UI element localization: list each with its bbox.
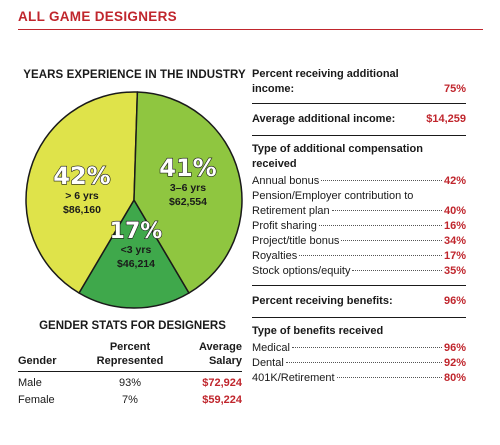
list-item: Dental 92%	[252, 356, 466, 371]
percent-cell: 93%	[118, 377, 142, 389]
slice-category-label: <3 yrs	[121, 244, 152, 256]
gender-cell: Female	[18, 394, 55, 406]
benefits-heading: Type of benefits received	[252, 325, 384, 337]
dot-leader	[352, 270, 442, 271]
item-value: 35%	[443, 265, 466, 277]
item-value: 40%	[443, 205, 466, 217]
compensation-panel: Percent receiving additional income: 75%…	[252, 64, 466, 392]
item-label: Stock options/equity	[252, 265, 351, 277]
dot-leader	[336, 377, 442, 378]
slice-category-label: 3–6 yrs	[170, 182, 206, 194]
list-item: Annual bonus 42%	[252, 174, 466, 189]
table-row: Female 7% $59,224	[18, 389, 242, 406]
item-label: Royalties	[252, 250, 298, 262]
salary-col-header: Average Salary	[198, 341, 242, 367]
pie-slice	[78, 199, 190, 309]
dot-leader	[341, 240, 442, 241]
slice-label-group: 41%3–6 yrs $62,554	[159, 153, 218, 208]
slice-salary-label: $86,160	[63, 204, 101, 216]
item-value: 42%	[443, 175, 466, 187]
experience-pie-chart: 42%> 6 yrs $86,160 41%3–6 yrs $62,554 17%<3 …	[25, 91, 243, 309]
slice-label-group: 17%<3 yrs $46,214	[109, 218, 163, 270]
average-income-section: Average additional income: $14,259	[252, 104, 466, 136]
item-value: 96%	[443, 342, 466, 354]
list-item: Royalties 17%	[252, 249, 466, 264]
dot-leader	[331, 210, 442, 211]
item-value: 92%	[443, 357, 466, 369]
item-label: Annual bonus	[252, 175, 320, 187]
pension-label-line: Pension/Employer contribution to	[252, 190, 414, 202]
benefits-percent-value: 96%	[443, 295, 466, 307]
percent-col-header: Percent Represented	[96, 341, 164, 367]
page-title: ALL GAME DESIGNERS	[18, 9, 177, 24]
title-divider	[18, 29, 483, 30]
dot-leader	[321, 180, 442, 181]
dot-leader	[285, 362, 442, 363]
list-item: Retirement plan 40%	[252, 204, 466, 219]
pie-slice	[133, 91, 243, 294]
gender-stats-title: GENDER STATS FOR DESIGNERS	[39, 320, 226, 332]
salary-cell: $59,224	[202, 394, 242, 406]
benefits-percent-section: Percent receiving benefits: 96%	[252, 286, 466, 318]
list-item: Medical 96%	[252, 341, 466, 356]
percent-cell: 7%	[122, 394, 138, 406]
gender-table-header: Gender Percent Represented Average Salar…	[18, 340, 242, 372]
pie-slice	[25, 91, 139, 294]
item-label: Dental	[252, 357, 284, 369]
compensation-section: Type of additional compensation received…	[252, 136, 466, 286]
list-item: 401K/Retirement 80%	[252, 371, 466, 386]
list-item: Project/title bonus 34%	[252, 234, 466, 249]
gender-cell: Male	[18, 377, 42, 389]
list-item: Stock options/equity 35%	[252, 264, 466, 279]
table-row: Male 93% $72,924	[18, 372, 242, 390]
slice-percent-label: 41%	[159, 154, 216, 182]
gender-col-header: Gender	[18, 355, 57, 367]
item-label: Profit sharing	[252, 220, 317, 232]
list-item: Profit sharing 16%	[252, 219, 466, 234]
item-label: 401K/Retirement	[252, 372, 335, 384]
benefits-percent-label: Percent receiving benefits:	[252, 295, 393, 307]
item-label: Retirement plan	[252, 205, 330, 217]
dot-leader	[318, 225, 442, 226]
item-value: 16%	[443, 220, 466, 232]
item-value: 17%	[443, 250, 466, 262]
slice-percent-label: 42%	[53, 162, 110, 190]
salary-cell: $72,924	[202, 377, 242, 389]
slice-category-label: > 6 yrs	[65, 190, 99, 202]
chart-title: YEARS EXPERIENCE IN THE INDUSTRY	[23, 69, 246, 81]
average-income-value: $14,259	[426, 113, 466, 125]
slice-salary-label: $62,554	[169, 196, 207, 208]
average-income-label: Average additional income:	[252, 113, 396, 125]
item-value: 80%	[443, 372, 466, 384]
item-value: 34%	[443, 235, 466, 247]
additional-income-value: 75%	[443, 83, 466, 95]
slice-salary-label: $46,214	[117, 258, 155, 270]
slice-label-group: 42%> 6 yrs $86,160	[53, 161, 112, 216]
dot-leader	[299, 255, 442, 256]
dot-leader	[291, 347, 442, 348]
additional-income-section: Percent receiving additional income: 75%	[252, 64, 466, 104]
item-label: Project/title bonus	[252, 235, 340, 247]
gender-stats-table: Gender Percent Represented Average Salar…	[18, 340, 242, 406]
compensation-heading: Type of additional compensation received	[252, 143, 423, 170]
additional-income-label: Percent receiving additional income:	[252, 68, 399, 95]
item-label: Medical	[252, 342, 290, 354]
slice-percent-label: 17%	[110, 219, 163, 244]
benefits-section: Type of benefits received Medical 96% Den…	[252, 318, 466, 392]
